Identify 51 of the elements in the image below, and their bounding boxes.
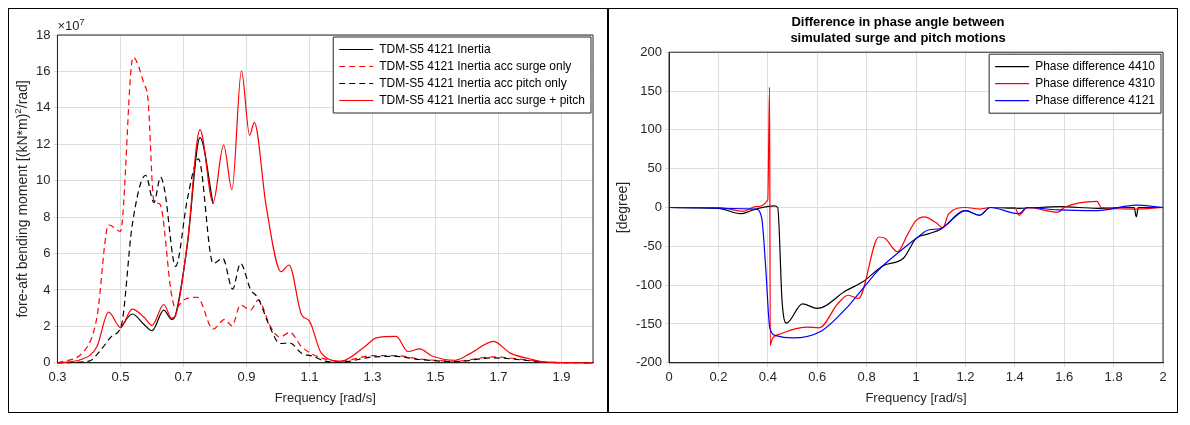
y-tick-label: 8 [43,208,51,224]
x-tick-label: 0.4 [758,369,777,385]
y-tick-label: 14 [35,99,51,115]
x-axis-title: Frequency [rad/s] [274,389,376,405]
y-axis-title: [degree] [614,181,630,234]
y-tick-label: 150 [640,82,663,98]
legend-label: Phase difference 4121 [1035,93,1156,108]
x-tick-label: 0.5 [111,369,130,385]
y-tick-label: 18 [35,26,51,42]
y-tick-label: -150 [635,315,663,331]
x-tick-label: 1.7 [489,369,508,385]
y-tick-label: 0 [654,199,663,215]
x-tick-label: 1.5 [426,369,445,385]
x-tick-label: 0.9 [237,369,256,385]
x-tick-label: 1.6 [1055,369,1074,385]
legend-label: Phase difference 4410 [1035,59,1156,74]
y-tick-label: 0 [43,354,51,370]
x-tick-label: 1.1 [300,369,319,385]
legend-label: TDM-S5 4121 Inertia acc surge + pitch [379,92,585,107]
y-tick-label: 100 [640,121,663,137]
x-tick-label: 0.3 [48,369,67,385]
x-tick-label: 1.8 [1104,369,1123,385]
y-tick-label: 16 [35,63,51,78]
legend-label: TDM-S5 4121 Inertia acc pitch only [379,75,567,90]
y-tick-label: -200 [635,354,663,370]
y-tick-label: 4 [43,281,51,297]
y-axis-title: fore-aft bending moment [(kN*m)2/rad] [12,80,30,318]
y-tick-label: 6 [43,245,51,261]
y-tick-label: 2 [43,317,51,333]
legend-label: TDM-S5 4121 Inertia acc surge only [379,58,572,73]
x-tick-label: 0 [665,369,673,385]
x-tick-label: 1 [912,369,920,385]
legend-label: TDM-S5 4121 Inertia [379,41,491,56]
y-tick-label: -50 [643,237,663,253]
x-tick-label: 0.2 [709,369,728,385]
x-tick-label: 2 [1159,369,1167,385]
y-tick-label: 50 [647,160,663,176]
x-tick-label: 1.4 [1005,369,1024,385]
legend-label: Phase difference 4310 [1035,76,1156,91]
x-axis-title: Frequency [rad/s] [865,389,967,405]
y-tick-label: -100 [635,276,663,292]
y-tick-label: 10 [35,172,51,188]
x-tick-label: 1.2 [956,369,975,385]
chart-title: Difference in phase angle between simulated surge and pitch motions [790,14,1006,45]
y-tick-label: 12 [35,135,51,151]
y-tick-label: 200 [640,43,663,59]
x-tick-label: 1.3 [363,369,382,385]
x-tick-label: 1.9 [552,369,571,385]
x-tick-label: 0.7 [174,369,193,385]
x-tick-label: 0.6 [808,369,827,385]
x-tick-label: 0.8 [857,369,876,385]
